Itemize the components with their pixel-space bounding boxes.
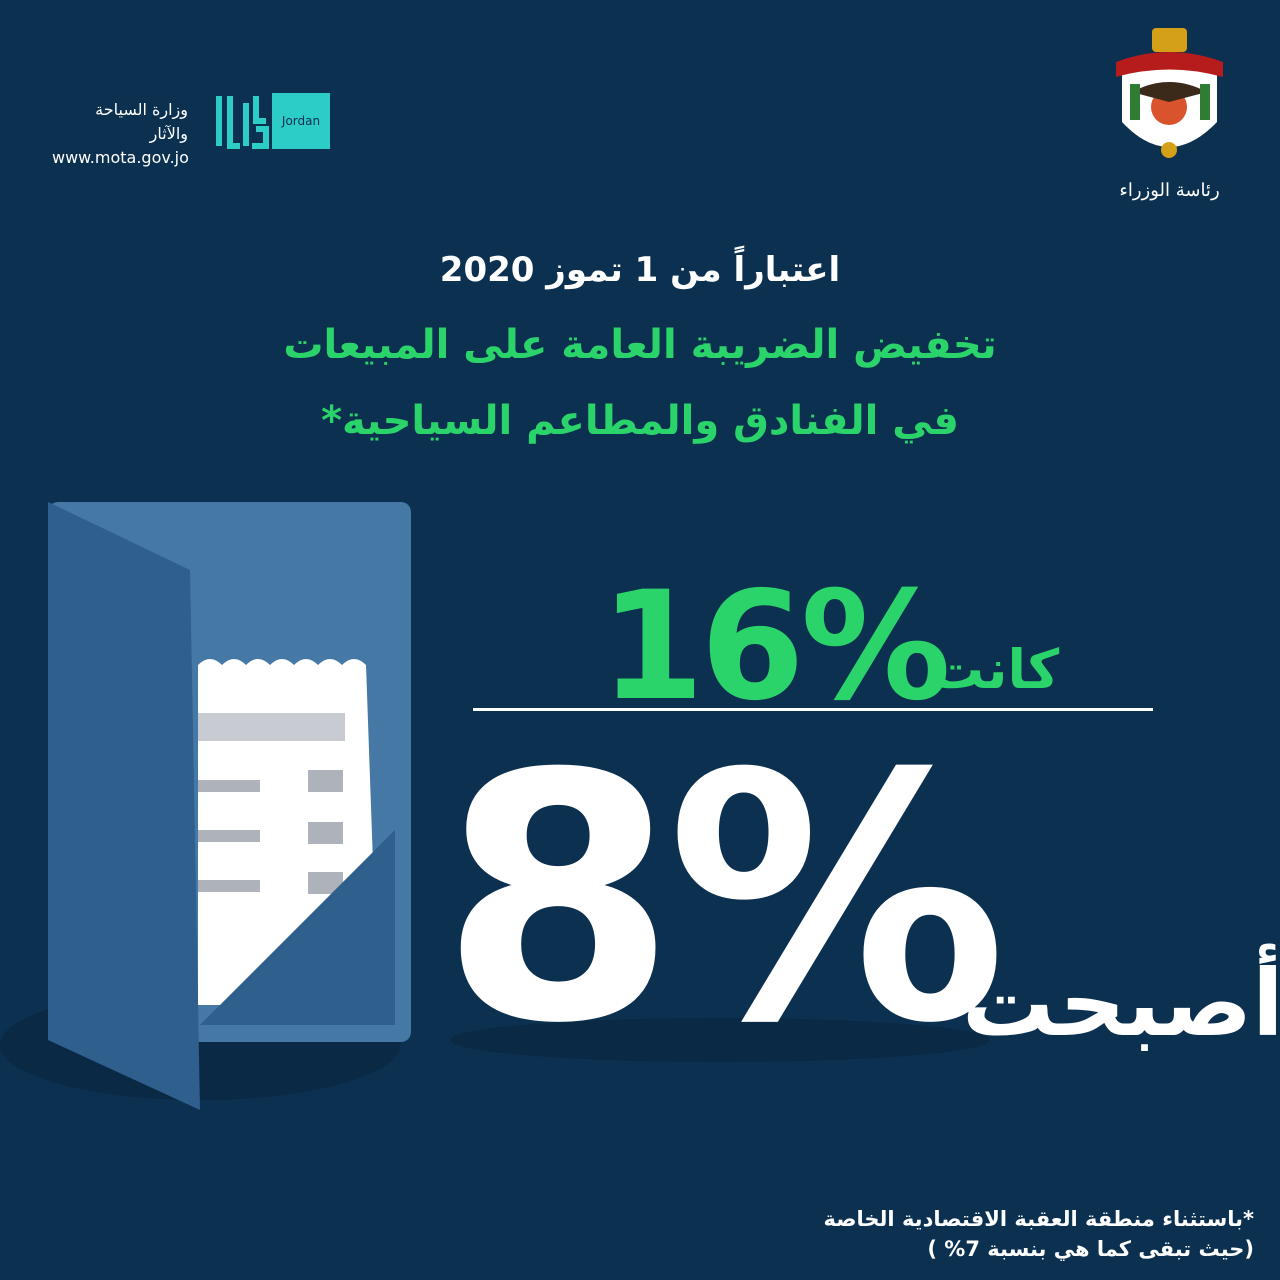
current-rate-value: 8% [440, 702, 1007, 1098]
current-rate-label: أصبحت [962, 950, 1280, 1057]
crest-icon [1116, 28, 1223, 158]
effective-date: اعتباراً من 1 تموز 2020 [439, 250, 841, 290]
ministry-info: وزارة السياحة والآثار www.mota.gov.jo [52, 98, 189, 170]
footnote-line-2: (حيث تبقى كما هي بنسبة 7% ) [927, 1237, 1254, 1261]
jordan-box: Jordan [272, 93, 330, 149]
ministry-url[interactable]: www.mota.gov.jo [52, 148, 189, 167]
footnote-line-1: *باستثناء منطقة العقبة الاقتصادية الخاصة [823, 1207, 1255, 1231]
folder-front-flap [48, 502, 200, 1110]
folder-receipt-illustration [0, 502, 411, 1110]
ministry-name: وزارة السياحة والآثار [95, 100, 188, 143]
headline-line-2: في الفنادق والمطاعم السياحية* [321, 398, 959, 444]
royal-crest: رئاسة الوزراء [1112, 22, 1227, 212]
headline-line-1: تخفيض الضريبة العامة على المبيعات [283, 322, 997, 368]
divider [473, 708, 1153, 711]
crest-label: رئاسة الوزراء [1119, 180, 1220, 201]
previous-rate-label: كانت [930, 638, 1060, 701]
number-shadow [450, 1018, 990, 1062]
previous-rate-value: 16% [600, 560, 951, 734]
jordan-brand-logo: Jordan [216, 93, 330, 149]
arabic-calligraphy-logo-icon [216, 96, 269, 149]
folder-pocket [200, 830, 395, 1025]
footnote: *باستثناء منطقة العقبة الاقتصادية الخاصة… [824, 1204, 1255, 1264]
